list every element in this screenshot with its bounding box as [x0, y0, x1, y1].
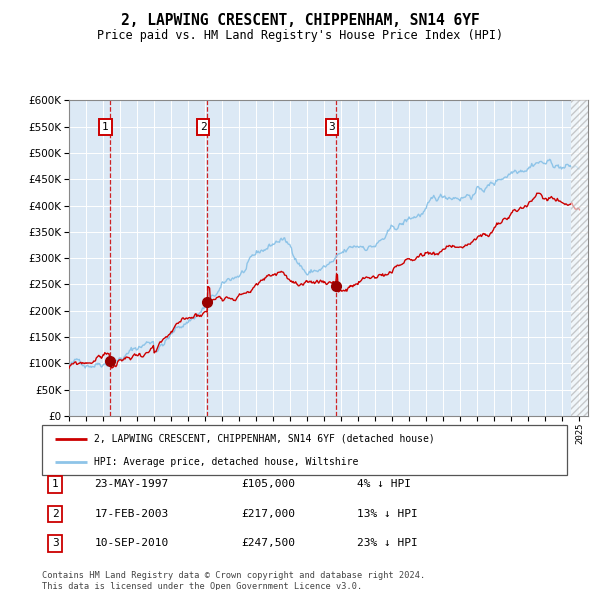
Text: 10-SEP-2010: 10-SEP-2010 — [95, 539, 169, 548]
Text: 13% ↓ HPI: 13% ↓ HPI — [357, 509, 418, 519]
Text: 1: 1 — [102, 122, 109, 132]
Text: 2: 2 — [200, 122, 206, 132]
Text: 2: 2 — [52, 509, 59, 519]
Text: 17-FEB-2003: 17-FEB-2003 — [95, 509, 169, 519]
Text: 2, LAPWING CRESCENT, CHIPPENHAM, SN14 6YF (detached house): 2, LAPWING CRESCENT, CHIPPENHAM, SN14 6Y… — [95, 434, 435, 444]
Text: Price paid vs. HM Land Registry's House Price Index (HPI): Price paid vs. HM Land Registry's House … — [97, 29, 503, 42]
Text: 23% ↓ HPI: 23% ↓ HPI — [357, 539, 418, 548]
Text: 23-MAY-1997: 23-MAY-1997 — [95, 480, 169, 489]
Text: £217,000: £217,000 — [241, 509, 296, 519]
Text: 3: 3 — [328, 122, 335, 132]
Text: 4% ↓ HPI: 4% ↓ HPI — [357, 480, 411, 489]
Text: Contains HM Land Registry data © Crown copyright and database right 2024.
This d: Contains HM Land Registry data © Crown c… — [42, 571, 425, 590]
Text: £105,000: £105,000 — [241, 480, 296, 489]
Text: 1: 1 — [52, 480, 59, 489]
Text: £247,500: £247,500 — [241, 539, 296, 548]
Text: 3: 3 — [52, 539, 59, 548]
Text: 2, LAPWING CRESCENT, CHIPPENHAM, SN14 6YF: 2, LAPWING CRESCENT, CHIPPENHAM, SN14 6Y… — [121, 13, 479, 28]
Text: HPI: Average price, detached house, Wiltshire: HPI: Average price, detached house, Wilt… — [95, 457, 359, 467]
Bar — [571, 100, 588, 416]
FancyBboxPatch shape — [42, 425, 567, 475]
